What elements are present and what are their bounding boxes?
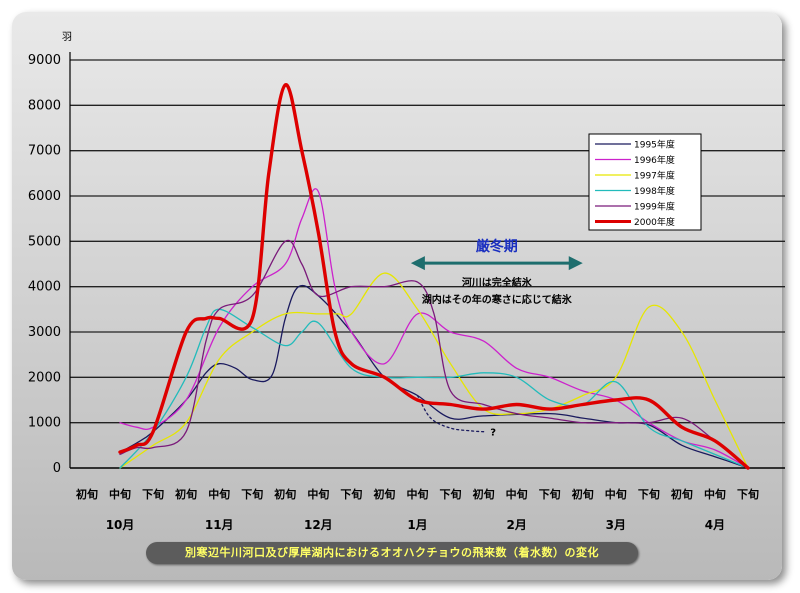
chart-frame <box>12 12 782 580</box>
y-tick-label: 2000 <box>28 370 61 385</box>
y-tick-label: 4000 <box>28 280 61 295</box>
y-tick-label: 0 <box>53 461 61 476</box>
series-line-3 <box>119 272 749 469</box>
x-tick-label: 中旬 <box>208 487 230 501</box>
y-tick-label: 3000 <box>28 325 61 340</box>
series-line-4 <box>119 308 749 469</box>
y-tick-label: 8000 <box>28 98 61 113</box>
legend-label: 1996年度 <box>634 154 675 166</box>
question-mark: ? <box>490 428 496 439</box>
legend-label: 1995年度 <box>634 139 675 151</box>
y-tick-label: 7000 <box>28 144 61 159</box>
period-note-2: 湖内はその年の寒さに応じて結氷 <box>422 293 573 306</box>
legend-label: 1997年度 <box>634 170 675 182</box>
y-tick-label: 9000 <box>28 53 61 68</box>
series-line-5 <box>119 239 749 469</box>
x-tick-label: 初旬 <box>671 487 693 501</box>
month-labels: 10月 11月 12月 1月 2月 3月 4月 <box>106 518 725 532</box>
y-unit-label: 羽 <box>62 31 72 43</box>
x-tick-label: 下旬 <box>241 487 263 501</box>
x-tick-label: 初旬 <box>175 487 197 501</box>
x-tick-label: 下旬 <box>340 487 362 501</box>
x-tick-label: 中旬 <box>605 487 627 501</box>
x-tick-label: 初旬 <box>572 487 594 501</box>
period-note-1: 河川は完全結氷 <box>462 276 533 289</box>
x-axis-labels: 初旬 中旬 下旬 初旬 中旬 下旬 初旬 中旬 下旬 初旬 中旬 下旬 初旬 中旬 下旬 初旬 中旬 下旬 初旬 中旬… <box>76 487 759 501</box>
x-tick-label: 中旬 <box>704 487 726 501</box>
x-tick-label: 下旬 <box>638 487 660 501</box>
month-label: 11月 <box>205 518 234 532</box>
chart-caption: 別寒辺牛川河口及び厚岸湖内におけるオオハクチョウの飛来数（着水数）の変化 <box>185 546 599 559</box>
y-axis-labels: 0 1000 2000 3000 4000 5000 6000 7000 8000 9000 <box>28 53 61 476</box>
x-tick-label: 初旬 <box>373 487 395 501</box>
x-tick-label: 中旬 <box>109 487 131 501</box>
x-tick-label: 下旬 <box>539 487 561 501</box>
legend: 1995年度 1996年度 1997年度 1998年度 1999年度 2000年度 <box>588 133 702 231</box>
caption-box: 別寒辺牛川河口及び厚岸湖内におけるオオハクチョウの飛来数（着水数）の変化 <box>146 542 638 564</box>
x-tick-label: 初旬 <box>76 487 98 501</box>
x-tick-label: 下旬 <box>142 487 164 501</box>
legend-box <box>588 133 702 231</box>
legend-label: 2000年度 <box>634 216 675 228</box>
x-tick-label: 初旬 <box>473 487 495 501</box>
y-tick-label: 6000 <box>28 189 61 204</box>
x-tick-label: 下旬 <box>737 487 759 501</box>
period-arrow-head-right <box>568 256 583 271</box>
grid <box>69 52 785 469</box>
month-label: 4月 <box>705 518 725 532</box>
x-tick-label: 初旬 <box>274 487 296 501</box>
y-tick-label: 1000 <box>28 416 61 431</box>
month-label: 12月 <box>304 518 333 532</box>
x-tick-label: 中旬 <box>506 487 528 501</box>
x-tick-label: 中旬 <box>307 487 329 501</box>
series <box>118 83 750 470</box>
period-title: 厳冬期 <box>476 238 518 255</box>
series-line-6 <box>118 83 750 470</box>
x-tick-label: 中旬 <box>407 487 429 501</box>
x-tick-label: 下旬 <box>440 487 462 501</box>
month-label: 10月 <box>106 518 135 532</box>
series-line-2 <box>119 188 749 469</box>
period-arrow-head-left <box>410 256 425 271</box>
legend-label: 1999年度 <box>634 201 675 213</box>
month-label: 3月 <box>606 518 626 532</box>
month-label: 1月 <box>407 518 427 532</box>
y-tick-label: 5000 <box>28 234 61 249</box>
legend-label: 1998年度 <box>634 185 675 197</box>
month-label: 2月 <box>506 518 526 532</box>
